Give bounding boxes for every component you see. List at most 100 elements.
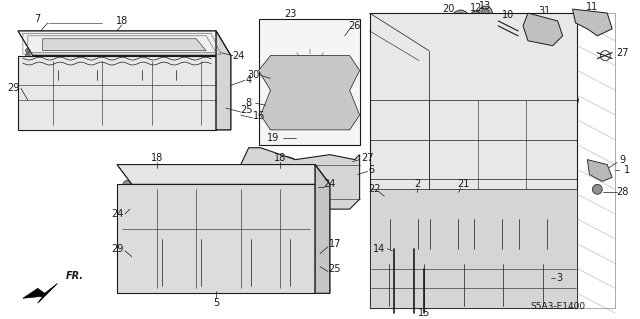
Text: 7: 7 [35, 14, 41, 24]
Circle shape [273, 38, 348, 113]
Circle shape [268, 157, 303, 192]
Polygon shape [573, 9, 612, 36]
Circle shape [315, 256, 321, 262]
Circle shape [454, 189, 463, 199]
Text: S5A3-E1400: S5A3-E1400 [530, 302, 585, 311]
Text: 27: 27 [616, 48, 628, 58]
Text: 8: 8 [246, 98, 252, 108]
Circle shape [452, 10, 470, 28]
Text: 22: 22 [368, 184, 381, 194]
Polygon shape [18, 56, 216, 130]
Polygon shape [259, 56, 360, 130]
Text: 24: 24 [324, 179, 336, 189]
Circle shape [538, 271, 554, 286]
Circle shape [296, 134, 304, 142]
Polygon shape [259, 19, 360, 145]
Polygon shape [315, 165, 330, 293]
Text: 25: 25 [328, 263, 341, 274]
Circle shape [380, 189, 389, 199]
Circle shape [543, 247, 550, 254]
Text: 2: 2 [414, 179, 420, 189]
Circle shape [157, 177, 166, 185]
Circle shape [88, 81, 116, 109]
Circle shape [401, 23, 457, 78]
Circle shape [471, 247, 478, 254]
Circle shape [208, 125, 214, 131]
Circle shape [417, 39, 441, 63]
Circle shape [454, 31, 493, 70]
Text: 24: 24 [111, 209, 123, 219]
Circle shape [315, 191, 321, 197]
Circle shape [479, 6, 492, 20]
Circle shape [426, 247, 433, 254]
Text: 17: 17 [329, 239, 341, 249]
Circle shape [26, 48, 30, 53]
Circle shape [415, 247, 422, 254]
Circle shape [99, 125, 105, 131]
Circle shape [534, 299, 542, 307]
Circle shape [551, 271, 564, 286]
Text: 6: 6 [369, 165, 374, 174]
Text: FR.: FR. [65, 271, 83, 281]
Polygon shape [216, 31, 231, 130]
Text: 1: 1 [624, 165, 630, 174]
Text: 5: 5 [213, 298, 219, 308]
Circle shape [412, 189, 422, 199]
Text: 16: 16 [252, 111, 265, 121]
Circle shape [301, 181, 309, 188]
Circle shape [470, 11, 481, 21]
Text: 14: 14 [373, 244, 385, 254]
Circle shape [454, 299, 463, 307]
Circle shape [390, 243, 398, 251]
Text: 23: 23 [284, 9, 296, 19]
Circle shape [485, 16, 555, 85]
Text: 29: 29 [7, 83, 19, 93]
Polygon shape [588, 160, 612, 182]
Circle shape [508, 39, 532, 63]
Text: 25: 25 [241, 105, 253, 115]
Polygon shape [43, 39, 206, 51]
Circle shape [481, 9, 490, 17]
Text: 21: 21 [458, 179, 470, 189]
Circle shape [208, 256, 224, 271]
Text: 15: 15 [418, 308, 430, 318]
Circle shape [273, 163, 297, 186]
Circle shape [291, 56, 330, 95]
Text: 12: 12 [470, 3, 483, 13]
Polygon shape [369, 189, 577, 308]
Circle shape [394, 16, 463, 85]
Circle shape [450, 170, 458, 178]
Text: 20: 20 [443, 4, 455, 14]
Circle shape [212, 260, 220, 268]
Circle shape [516, 247, 522, 254]
Circle shape [541, 273, 551, 283]
Circle shape [209, 46, 214, 51]
Text: 18: 18 [116, 16, 128, 26]
Circle shape [446, 23, 501, 78]
Circle shape [494, 299, 502, 307]
Circle shape [114, 36, 130, 52]
Circle shape [117, 39, 127, 49]
Polygon shape [117, 184, 315, 293]
Circle shape [315, 221, 321, 227]
Circle shape [26, 53, 30, 58]
Circle shape [454, 247, 461, 254]
Polygon shape [117, 165, 330, 184]
Circle shape [593, 184, 602, 194]
Circle shape [410, 170, 418, 178]
Text: 19: 19 [268, 133, 280, 143]
Text: 9: 9 [619, 155, 625, 165]
Circle shape [282, 48, 338, 103]
Circle shape [163, 168, 170, 175]
Circle shape [179, 31, 184, 36]
Polygon shape [523, 13, 563, 46]
Circle shape [179, 125, 184, 131]
Circle shape [439, 16, 508, 85]
Circle shape [20, 125, 26, 131]
Text: 3: 3 [557, 273, 563, 284]
Text: 13: 13 [479, 1, 492, 11]
Circle shape [139, 125, 145, 131]
Circle shape [129, 31, 134, 36]
Text: 30: 30 [248, 70, 260, 80]
Circle shape [409, 31, 449, 70]
